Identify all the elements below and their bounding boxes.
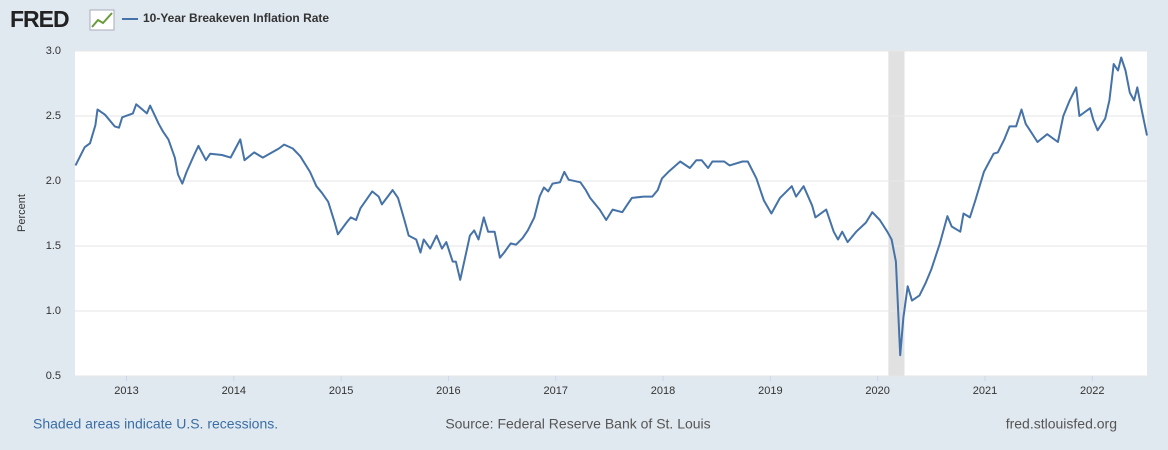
y-tick-label: 0.5 bbox=[46, 370, 61, 382]
logo: FRED bbox=[10, 6, 69, 32]
x-tick-label: 2019 bbox=[758, 385, 782, 397]
y-tick-label: 1.5 bbox=[46, 240, 61, 252]
x-tick-label: 2020 bbox=[865, 385, 889, 397]
x-tick-label: 2017 bbox=[543, 385, 567, 397]
recession-note: Shaded areas indicate U.S. recessions. bbox=[33, 416, 278, 432]
logo-icon bbox=[89, 9, 115, 31]
x-tick-label: 2015 bbox=[329, 385, 353, 397]
source: Source: Federal Reserve Bank of St. Loui… bbox=[445, 416, 710, 432]
x-tick-label: 2016 bbox=[436, 385, 460, 397]
legend-label: 10-Year Breakeven Inflation Rate bbox=[143, 11, 329, 25]
x-tick-label: 2014 bbox=[222, 385, 246, 397]
x-tick-label: 2013 bbox=[114, 385, 138, 397]
recession-shade bbox=[888, 51, 905, 376]
y-tick-label: 2.5 bbox=[46, 110, 61, 122]
y-tick-label: 1.0 bbox=[46, 305, 61, 317]
x-tick-label: 2018 bbox=[651, 385, 675, 397]
site: fred.stlouisfed.org bbox=[1006, 416, 1117, 432]
y-axis-label: Percent bbox=[16, 194, 28, 232]
y-tick-label: 3.0 bbox=[46, 45, 61, 57]
series-line bbox=[74, 56, 1148, 357]
x-tick-label: 2022 bbox=[1080, 385, 1104, 397]
y-tick-label: 2.0 bbox=[46, 175, 61, 187]
x-tick-label: 2021 bbox=[973, 385, 997, 397]
